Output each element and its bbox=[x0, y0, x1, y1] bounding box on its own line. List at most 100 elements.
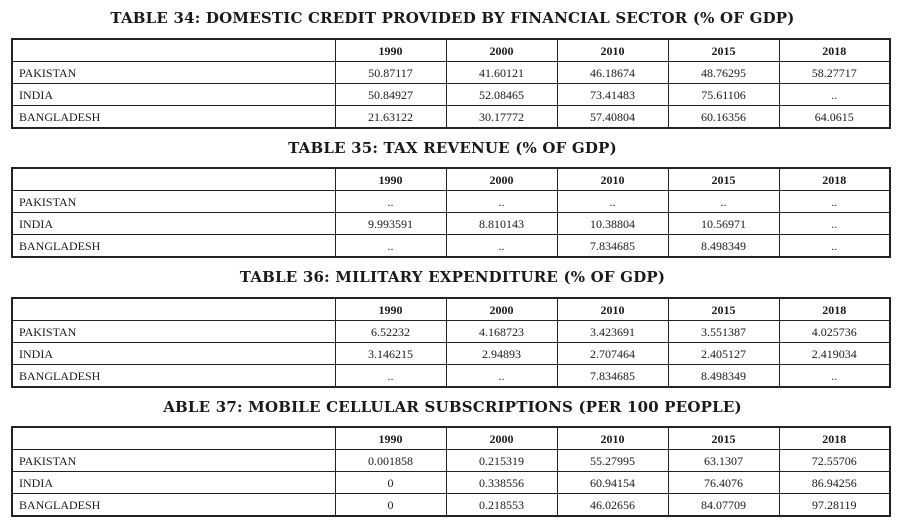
header-row: 1990 2000 2010 2015 2018 bbox=[11, 38, 891, 62]
table-row: BANGLADESH.... 7.834685 8.498349.. bbox=[11, 364, 891, 388]
year-header: 2018 bbox=[778, 38, 891, 62]
year-header: 2000 bbox=[445, 38, 558, 62]
value-cell: 60.16356 bbox=[667, 105, 780, 129]
value-cell: 52.08465 bbox=[445, 83, 558, 106]
country-label: INDIA bbox=[11, 471, 336, 494]
value-cell: 2.707464 bbox=[556, 342, 669, 365]
data-table: 1990 2000 2010 2015 2018 PAKISTAN 50.87117 41.6… bbox=[11, 38, 891, 129]
year-header: 2018 bbox=[778, 297, 891, 321]
table-row: PAKISTAN 50.87117 41.60121 46.18674 48.76295… bbox=[11, 61, 891, 84]
value-cell: 48.76295 bbox=[667, 61, 780, 84]
data-table: 1990 2000 2010 2015 2018 PAKISTAN 0.001858 0.21… bbox=[11, 426, 891, 517]
value-cell: 73.41483 bbox=[556, 83, 669, 106]
table-row: BANGLADESH.... 7.834685 8.498349.. bbox=[11, 234, 891, 258]
value-cell: 8.498349 bbox=[667, 364, 780, 388]
value-cell: .. bbox=[778, 190, 891, 213]
value-cell: .. bbox=[334, 190, 447, 213]
value-cell: .. bbox=[445, 190, 558, 213]
value-cell: 0.338556 bbox=[445, 471, 558, 494]
value-cell: 2.94893 bbox=[445, 342, 558, 365]
value-cell: .. bbox=[445, 364, 558, 388]
value-cell: 6.52232 bbox=[334, 320, 447, 343]
year-header: 2015 bbox=[667, 426, 780, 450]
value-cell: 46.02656 bbox=[556, 493, 669, 517]
header-row: 1990 2000 2010 2015 2018 bbox=[11, 167, 891, 191]
header-row: 1990 2000 2010 2015 2018 bbox=[11, 297, 891, 321]
year-header: 2010 bbox=[556, 426, 669, 450]
header-corner-cell bbox=[11, 426, 336, 450]
table-row: BANGLADESH 0 0.218553 46.02656 84.07709 97.28… bbox=[11, 493, 891, 517]
year-header: 1990 bbox=[334, 297, 447, 321]
value-cell: .. bbox=[778, 212, 891, 235]
table-row: PAKISTAN 0.001858 0.215319 55.27995 63.1307 7… bbox=[11, 449, 891, 472]
value-cell: .. bbox=[778, 234, 891, 258]
header-row: 1990 2000 2010 2015 2018 bbox=[11, 426, 891, 450]
country-label: BANGLADESH bbox=[11, 105, 336, 129]
year-header: 2000 bbox=[445, 297, 558, 321]
value-cell: 2.419034 bbox=[778, 342, 891, 365]
value-cell: 57.40804 bbox=[556, 105, 669, 129]
value-cell: 76.4076 bbox=[667, 471, 780, 494]
value-cell: .. bbox=[334, 364, 447, 388]
value-cell: 9.993591 bbox=[334, 212, 447, 235]
year-header: 2000 bbox=[445, 167, 558, 191]
value-cell: 55.27995 bbox=[556, 449, 669, 472]
year-header: 1990 bbox=[334, 167, 447, 191]
table-row: BANGLADESH 21.63122 30.17772 57.40804 60.163… bbox=[11, 105, 891, 129]
value-cell: 10.38804 bbox=[556, 212, 669, 235]
country-label: PAKISTAN bbox=[11, 190, 336, 213]
value-cell: 63.1307 bbox=[667, 449, 780, 472]
value-cell: 86.94256 bbox=[778, 471, 891, 494]
value-cell: 0 bbox=[334, 471, 447, 494]
value-cell: .. bbox=[445, 234, 558, 258]
country-label: INDIA bbox=[11, 212, 336, 235]
value-cell: 58.27717 bbox=[778, 61, 891, 84]
year-header: 2000 bbox=[445, 426, 558, 450]
year-header: 2010 bbox=[556, 167, 669, 191]
value-cell: 72.55706 bbox=[778, 449, 891, 472]
value-cell: 7.834685 bbox=[556, 364, 669, 388]
value-cell: 2.405127 bbox=[667, 342, 780, 365]
value-cell: .. bbox=[667, 190, 780, 213]
value-cell: .. bbox=[778, 83, 891, 106]
country-label: INDIA bbox=[11, 83, 336, 106]
year-header: 2010 bbox=[556, 38, 669, 62]
year-header: 2010 bbox=[556, 297, 669, 321]
value-cell: 97.28119 bbox=[778, 493, 891, 517]
value-cell: 0.218553 bbox=[445, 493, 558, 517]
table-title: TABLE 34: DOMESTIC CREDIT PROVIDED BY FI… bbox=[110, 9, 795, 27]
year-header: 2015 bbox=[667, 38, 780, 62]
value-cell: 50.87117 bbox=[334, 61, 447, 84]
value-cell: 4.168723 bbox=[445, 320, 558, 343]
value-cell: 3.423691 bbox=[556, 320, 669, 343]
table-title: TABLE 36: MILITARY EXPENDITURE (% OF GDP… bbox=[239, 268, 666, 286]
header-corner-cell bbox=[11, 167, 336, 191]
value-cell: 3.551387 bbox=[667, 320, 780, 343]
country-label: BANGLADESH bbox=[11, 364, 336, 388]
value-cell: 84.07709 bbox=[667, 493, 780, 517]
data-table: 1990 2000 2010 2015 2018 PAKISTAN.......... IN… bbox=[11, 167, 891, 258]
value-cell: .. bbox=[334, 234, 447, 258]
value-cell: 75.61106 bbox=[667, 83, 780, 106]
data-table: 1990 2000 2010 2015 2018 PAKISTAN 6.52232 4.168… bbox=[11, 297, 891, 388]
year-header: 2015 bbox=[667, 167, 780, 191]
year-header: 2015 bbox=[667, 297, 780, 321]
country-label: PAKISTAN bbox=[11, 61, 336, 84]
value-cell: 21.63122 bbox=[334, 105, 447, 129]
table-row: INDIA 3.146215 2.94893 2.707464 2.405127 2.41… bbox=[11, 342, 891, 365]
value-cell: 0 bbox=[334, 493, 447, 517]
value-cell: 3.146215 bbox=[334, 342, 447, 365]
value-cell: 30.17772 bbox=[445, 105, 558, 129]
value-cell: 60.94154 bbox=[556, 471, 669, 494]
value-cell: 46.18674 bbox=[556, 61, 669, 84]
table-title: TABLE 35: TAX REVENUE (% OF GDP) bbox=[288, 139, 617, 157]
value-cell: 8.498349 bbox=[667, 234, 780, 258]
table-title: ABLE 37: MOBILE CELLULAR SUBSCRIPTIONS (… bbox=[163, 398, 742, 416]
table-row: INDIA 9.993591 8.810143 10.38804 10.56971.. bbox=[11, 212, 891, 235]
table-row: INDIA 50.84927 52.08465 73.41483 75.61106.. bbox=[11, 83, 891, 106]
country-label: BANGLADESH bbox=[11, 493, 336, 517]
value-cell: 64.0615 bbox=[778, 105, 891, 129]
value-cell: 50.84927 bbox=[334, 83, 447, 106]
value-cell: .. bbox=[778, 364, 891, 388]
value-cell: 10.56971 bbox=[667, 212, 780, 235]
